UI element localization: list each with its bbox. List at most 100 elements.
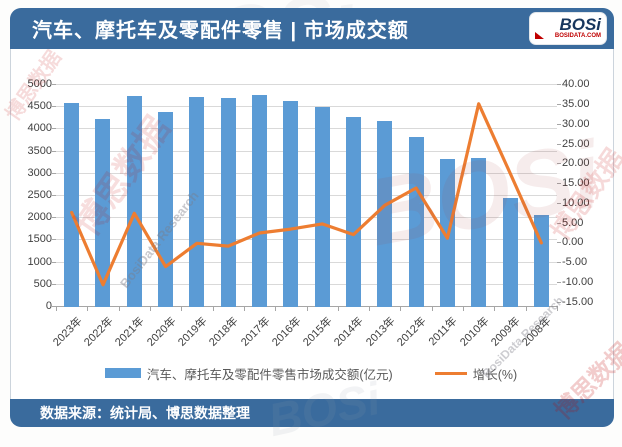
right-axis-tick	[557, 123, 561, 125]
right-axis-tick	[557, 143, 561, 145]
bar-2022年	[95, 118, 111, 307]
gridline-500	[56, 283, 557, 285]
line-series-swatch-icon	[434, 371, 467, 375]
x-axis-tick	[243, 306, 245, 311]
left-axis-label-500: 500	[33, 277, 52, 290]
left-axis-tick	[52, 261, 56, 263]
bar-2013年	[377, 120, 393, 307]
bar-2010年	[471, 157, 487, 307]
x-axis-tick	[337, 306, 339, 311]
right-axis-label-25.00: 25.00	[562, 137, 590, 150]
right-axis-tick	[557, 84, 561, 86]
left-axis-tick	[52, 283, 56, 285]
left-axis-label-4500: 4500	[27, 100, 52, 113]
right-axis-tick	[557, 104, 561, 106]
right-axis-tick	[557, 262, 561, 264]
left-axis-label-4000: 4000	[27, 122, 52, 135]
gridline-1500	[56, 239, 557, 241]
gridline-5000	[56, 84, 557, 85]
right-axis-tick	[557, 281, 561, 283]
left-axis-tick	[52, 217, 56, 219]
left-axis-label-1500: 1500	[27, 233, 52, 246]
right-axis-tick	[557, 183, 561, 185]
gridline-4500	[56, 106, 557, 108]
bar-series-swatch-icon	[104, 368, 141, 378]
left-axis-tick	[52, 128, 56, 130]
bar-2016年	[283, 101, 299, 307]
growth-line	[70, 102, 543, 287]
x-axis-tick	[149, 306, 151, 311]
bar-2021年	[126, 95, 142, 307]
bosi-logo: BOSi BOSIDATA.COM	[529, 12, 607, 45]
right-axis-label--5.00: -5.00	[562, 256, 588, 269]
gridline-4000	[56, 128, 557, 130]
right-axis-label-15.00: 15.00	[562, 177, 590, 190]
x-axis-tick	[557, 306, 558, 311]
bar-2023年	[64, 103, 80, 307]
left-axis-label-2500: 2500	[27, 189, 52, 201]
bar-2019年	[189, 97, 205, 307]
x-axis-tick	[306, 306, 308, 311]
right-axis-tick	[557, 222, 561, 224]
bar-2009年	[502, 197, 518, 307]
right-axis-label-0.00: 0.00	[562, 236, 584, 249]
left-axis-label-3500: 3500	[27, 144, 52, 157]
left-axis-tick	[52, 306, 56, 307]
bar-2012年	[408, 136, 424, 307]
chart-legend: 汽车、摩托车及零配件零售市场成交额(亿元) 增长(%)	[0, 364, 622, 383]
left-axis-label-2000: 2000	[27, 211, 52, 224]
left-axis-label-3000: 3000	[27, 166, 52, 179]
x-axis-tick	[181, 306, 183, 311]
left-axis-tick	[52, 195, 56, 196]
logo-triangle-icon	[535, 32, 544, 39]
right-axis-label--15.00: -15.00	[562, 295, 594, 308]
left-axis-tick	[52, 106, 56, 108]
x-axis-tick	[400, 306, 402, 311]
chart-plot-area: 0 500 1000 1500 2000 2500 3000 3500 4000 4500 5000…	[27, 78, 594, 349]
right-axis-label-20.00: 20.00	[562, 157, 590, 170]
bar-2014年	[345, 117, 361, 307]
right-axis-tick	[557, 242, 561, 244]
bar-2017年	[252, 94, 268, 307]
x-axis-tick	[525, 306, 527, 311]
gridline-3500	[56, 150, 557, 152]
gridline-3000	[56, 172, 557, 174]
legend-label-bars: 汽车、摩托车及零配件零售市场成交额(亿元)	[146, 367, 393, 382]
x-axis-tick	[56, 306, 57, 311]
left-axis-label-5000: 5000	[27, 78, 52, 90]
left-axis-tick	[52, 239, 56, 241]
footer-bar: 数据来源：统计局、博思数据整理	[10, 399, 614, 427]
x-axis-tick	[87, 306, 89, 311]
x-axis-tick	[463, 306, 465, 311]
logo-wordmark: BOSi	[559, 15, 601, 34]
right-axis-tick	[557, 202, 561, 204]
right-axis-tick	[557, 163, 561, 165]
gridline-2000	[56, 217, 557, 219]
page-title: 汽车、摩托车及零配件零售 | 市场成交额	[32, 20, 409, 42]
left-axis-label-0: 0	[45, 300, 52, 312]
left-axis-label-1000: 1000	[27, 255, 52, 268]
legend-label-line: 增长(%)	[472, 367, 518, 382]
left-axis-tick	[52, 172, 56, 174]
gridline-2500	[56, 195, 557, 196]
growth-line-chart	[70, 102, 543, 287]
header-bar: 汽车、摩托车及零配件零售 | 市场成交额 BOSi BOSIDATA.COM	[10, 8, 614, 49]
bar-2018年	[220, 98, 236, 307]
right-axis-label-5.00: 5.00	[562, 216, 584, 229]
legend-item-bars: 汽车、摩托车及零配件零售市场成交额(亿元)	[104, 364, 393, 383]
x-axis-tick	[118, 306, 120, 311]
data-source-text: 数据来源：统计局、博思数据整理	[40, 405, 250, 421]
right-axis-label-40.00: 40.00	[562, 78, 590, 91]
left-axis-tick	[52, 84, 56, 85]
x-axis-tick	[212, 306, 214, 311]
right-axis-label--10.00: -10.00	[562, 275, 594, 288]
x-axis-tick	[369, 306, 371, 311]
gridline-1000	[56, 261, 557, 263]
bar-2015年	[314, 107, 330, 307]
right-axis-tick	[557, 301, 561, 303]
legend-item-line: 增长(%)	[434, 364, 518, 383]
left-axis-tick	[52, 150, 56, 152]
right-axis-label-30.00: 30.00	[562, 117, 590, 130]
x-axis-tick	[494, 306, 496, 311]
x-axis-tick	[431, 306, 433, 311]
